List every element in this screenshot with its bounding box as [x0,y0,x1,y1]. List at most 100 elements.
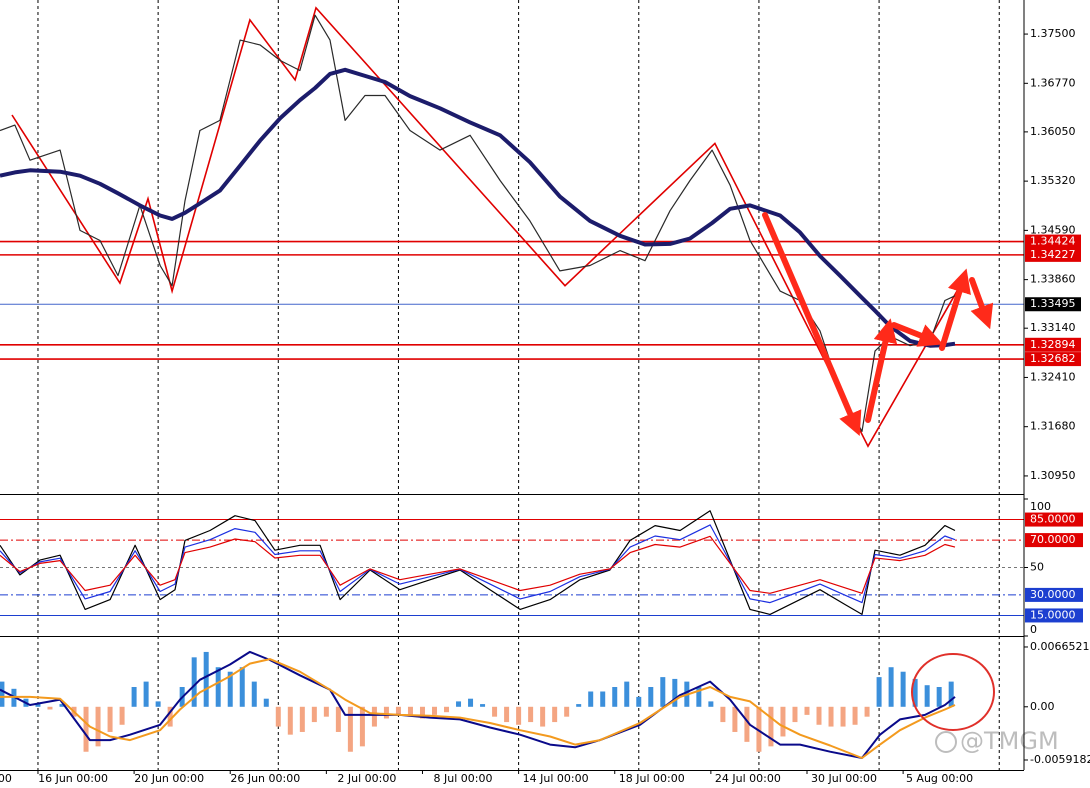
x-tick-label: 16 Jun 00:00 [38,772,108,785]
histogram-bar [251,681,257,707]
level-label: 30.0000 [1030,588,1076,601]
price-level-box [1025,352,1081,367]
price-level-label: 1.34424 [1030,235,1076,248]
series-line [0,67,956,348]
histogram-bar [720,706,726,723]
y-tick-label: 0 [1030,623,1037,636]
histogram-bar [756,706,762,752]
level-label-box [1025,512,1083,527]
price-level-label: 1.32894 [1030,338,1076,351]
price-level-box [1025,297,1081,312]
histogram-bar [492,706,498,717]
histogram-bar [900,671,906,707]
watermark-text: @TMGM [960,727,1059,755]
histogram-bar [768,706,774,747]
histogram-bar [35,703,41,707]
histogram-bar [708,701,714,707]
histogram-bar [636,696,642,707]
x-tick-label: 00 [0,772,12,785]
histogram-bar [648,687,654,707]
histogram-bar [239,667,245,707]
histogram-bar [263,698,269,707]
y-tick-label: 1.34590 [1030,223,1076,236]
x-tick-label: 8 Jul 00:00 [434,772,493,785]
price-level-box [1025,337,1081,352]
x-tick-label: 24 Jul 00:00 [715,772,781,785]
histogram-bar [912,678,918,707]
histogram-bar [383,706,389,719]
y-tick-label: 100 [1030,500,1051,513]
price-level-box [1025,234,1081,249]
y-tick-label: 1.31680 [1030,420,1076,433]
histogram-bar [468,698,474,707]
x-tick-label: 5 Aug 00:00 [906,772,973,785]
histogram-bar [480,704,486,707]
histogram-bar [924,685,930,707]
histogram-bar [792,706,798,723]
highlight-circle [911,653,995,731]
x-tick-label: 18 Jul 00:00 [619,772,685,785]
histogram-bar [444,706,450,713]
y-tick-label: 0.00 [1030,700,1055,713]
level-label-box [1025,587,1083,602]
zigzag-line [11,6,961,448]
histogram-bar [732,706,738,732]
histogram-bar [155,701,161,707]
x-tick-label: 20 Jun 00:00 [134,772,204,785]
histogram-bar [419,706,425,719]
histogram-bar [804,706,810,715]
series-line [0,658,956,759]
y-tick-label: 1.33140 [1030,321,1076,334]
histogram-bar [840,706,846,727]
histogram-bar [167,706,173,727]
histogram-bar [612,687,618,707]
histogram-bar [47,706,53,710]
y-tick-label: 1.36770 [1030,76,1076,89]
histogram-bar [576,704,582,707]
histogram-bar [95,706,101,747]
histogram-bar [203,651,209,707]
y-tick-label: 1.36050 [1030,125,1076,138]
histogram-bar [780,706,786,737]
level-label: 85.0000 [1030,513,1076,526]
histogram-bar [119,706,125,725]
histogram-bar [852,706,858,725]
histogram-bar [528,706,534,723]
histogram-bar [227,671,233,707]
y-tick-label: 0.0066521 [1030,640,1090,653]
histogram-bar [828,706,834,727]
histogram-bar [395,706,401,715]
histogram-bar [143,681,149,707]
watermark: @TMGM [935,727,1059,755]
series-line [0,14,956,432]
histogram-bar [600,691,606,707]
histogram-bar [131,687,137,707]
y-tick-label: -0.0059182 [1030,753,1090,766]
level-label: 70.0000 [1030,533,1076,546]
histogram-bar [516,706,522,725]
x-tick-label: 26 Jun 00:00 [230,772,300,785]
price-level-box [1025,247,1081,262]
histogram-bar [311,706,317,723]
histogram-bar [323,706,329,717]
level-label: 15.0000 [1030,608,1076,621]
histogram-bar [864,706,870,717]
price-level-label: 1.34227 [1030,248,1076,261]
histogram-bar [107,706,113,732]
histogram-bar [948,681,954,707]
x-tick-label: 2 Jul 00:00 [337,772,396,785]
arrow [865,318,898,423]
histogram-bar [504,706,510,723]
histogram-bar [936,687,942,707]
y-tick-label: 50 [1030,561,1044,574]
histogram-bar [0,681,5,707]
histogram-bar [456,701,462,707]
arrow [969,277,994,330]
watermark-logo [935,731,957,753]
y-tick-label: 1.37500 [1030,27,1076,40]
histogram-bar [59,704,65,707]
histogram-bar [191,657,197,707]
